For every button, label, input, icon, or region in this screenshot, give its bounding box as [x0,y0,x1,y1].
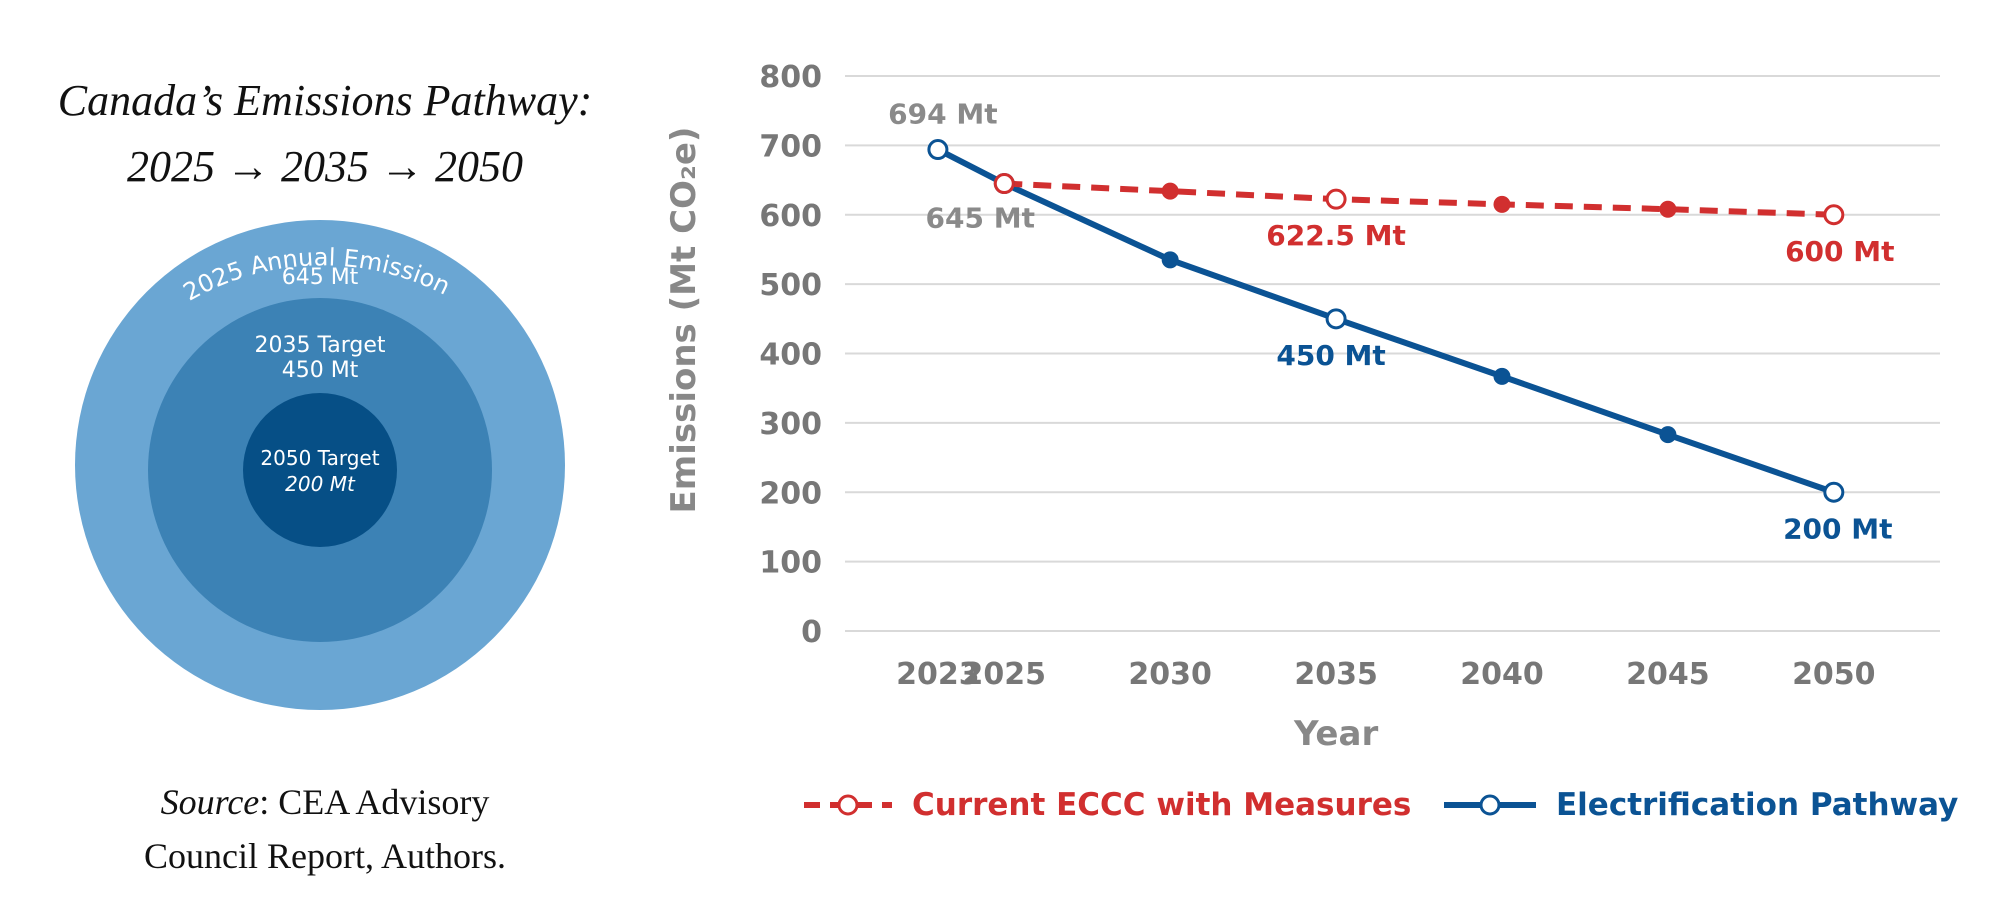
legend-solid-line-icon [1444,794,1536,816]
annotation-2025: 645 Mt [926,202,1035,235]
circle-2025-value: 645 Mt [282,265,359,290]
circle-2050-value: 200 Mt [285,472,356,496]
data-label-0-2050: 600 Mt [1785,235,1894,268]
y-tick-500: 500 [759,268,822,303]
grid-lines [845,75,1940,632]
data-label-1-2050: 200 Mt [1783,512,1892,545]
point-1-2023 [927,139,949,161]
y-tick-600: 600 [759,199,822,234]
point-1-2030 [1161,251,1179,269]
y-tick-200: 200 [759,476,822,511]
left-title-line1: Canada’s Emissions Pathway: [57,76,593,125]
x-tick-2025: 2025 [963,657,1047,692]
legend-dashed-line-icon [804,794,892,816]
source-label: Source [160,782,260,822]
point-0-2030 [1161,182,1179,200]
source-note: Source: CEA Advisory Council Report, Aut… [60,775,590,883]
left-panel-title: Canada’s Emissions Pathway: 2025 → 2035 … [40,68,610,200]
y-tick-400: 400 [759,338,822,373]
x-tick-2030: 2030 [1128,657,1212,692]
point-0-2035 [1325,188,1347,210]
point-0-2050 [1823,204,1845,226]
legend-label-electrification: Electrification Pathway [1556,787,1959,823]
x-tick-2023: 2023 [896,657,980,692]
circle-2050-label: 2050 Target [260,446,379,470]
source-text: : CEA Advisory [259,782,490,822]
legend-item-current-eccc: Current ECCC with Measures [800,783,1411,827]
point-1-2035 [1325,308,1347,330]
point-1-2045 [1659,426,1677,444]
y-tick-700: 700 [759,129,822,164]
y-axis-label: Emissions (Mt CO₂e) [664,127,704,514]
y-tick-0: 0 [801,615,822,650]
annotation-2023: 694 Mt [888,98,997,131]
y-tick-800: 800 [759,60,822,95]
circle-2035-value: 450 Mt [282,358,359,383]
point-0-2040 [1493,195,1511,213]
legend-label-current-eccc: Current ECCC with Measures [912,787,1412,823]
legend-item-electrification: Electrification Pathway [1440,783,1958,827]
point-1-2050 [1823,481,1845,503]
x-tick-2040: 2040 [1460,657,1544,692]
nested-circles-diagram: 2025 Annual Emissions 645 Mt 2035 Target… [0,0,565,710]
series-layer [927,139,1845,503]
y-tick-labels: 0 100 200 300 400 500 600 700 800 [759,60,822,650]
x-axis-label: Year [1293,714,1379,754]
x-tick-2050: 2050 [1792,657,1876,692]
source-text-line2: Council Report, Authors. [144,836,506,876]
data-label-0-2035: 622.5 Mt [1266,219,1406,252]
x-tick-2045: 2045 [1626,657,1710,692]
left-title-line2: 2025 → 2035 → 2050 [127,142,523,191]
point-1-2040 [1493,367,1511,385]
y-tick-100: 100 [759,546,822,581]
circle-2050 [243,393,397,547]
data-labels: 622.5 Mt 600 Mt 450 Mt 200 Mt 694 Mt 645 Mt [888,98,1894,546]
circle-2035-label: 2035 Target [254,333,385,358]
data-label-1-2035: 450 Mt [1276,339,1385,372]
y-tick-300: 300 [759,407,822,442]
point-0-2045 [1659,200,1677,218]
x-tick-2035: 2035 [1294,657,1378,692]
point-0-2025 [993,173,1015,195]
series-line-0 [1004,180,1834,218]
